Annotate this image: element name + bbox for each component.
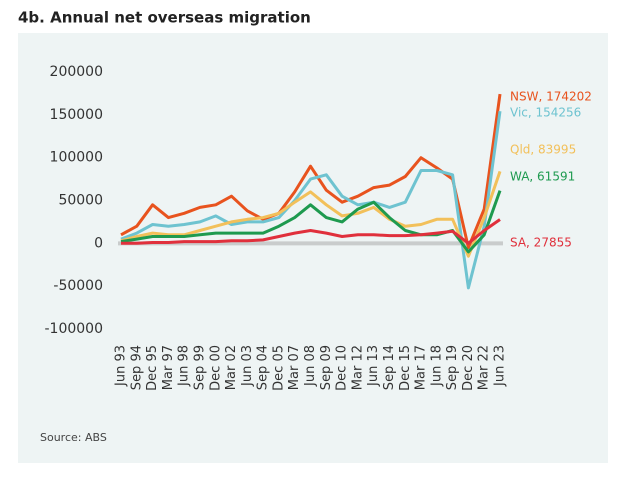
x-tick-label: Dec 15 xyxy=(398,345,413,391)
source: Source: ABS xyxy=(40,431,107,444)
x-tick-label: Dec 05 xyxy=(271,345,286,391)
x-tick-label: Jun 08 xyxy=(303,345,318,387)
x-tick-label: Mar 07 xyxy=(287,345,302,390)
x-tick-label: Mar 22 xyxy=(477,345,492,390)
x-tick-label: Sep 04 xyxy=(256,345,271,390)
series-label: Vic, 154256 xyxy=(510,106,581,120)
x-tick-label: Jun 18 xyxy=(429,345,444,387)
y-tick-label: 50000 xyxy=(58,193,103,209)
series-line xyxy=(120,93,502,250)
x-tick-label: Sep 14 xyxy=(382,345,397,390)
x-tick-label: Sep 99 xyxy=(192,345,207,390)
y-tick-label: 200000 xyxy=(50,64,103,80)
x-tick-label: Jun 98 xyxy=(177,345,192,387)
series-line xyxy=(120,110,502,290)
series-label: Qld, 83995 xyxy=(510,143,576,157)
x-tick-label: Jun 13 xyxy=(366,345,381,387)
x-tick-label: Sep 19 xyxy=(445,345,460,390)
x-tick-label: Mar 17 xyxy=(414,345,429,390)
series-label: SA, 27855 xyxy=(510,236,572,250)
series-label: NSW, 174202 xyxy=(510,90,592,104)
x-tick-label: Dec 95 xyxy=(145,345,160,391)
y-tick-label: 150000 xyxy=(50,107,103,123)
x-tick-label: Mar 02 xyxy=(224,345,239,390)
y-tick-label: 100000 xyxy=(50,150,103,166)
x-tick-label: Dec 20 xyxy=(461,345,476,391)
x-tick-label: Jun 03 xyxy=(240,345,255,387)
x-tick-label: Dec 10 xyxy=(335,345,350,391)
chart-title: 4b. Annual net overseas migration xyxy=(18,9,311,27)
series-line xyxy=(120,190,502,254)
x-tick-label: Dec 00 xyxy=(208,345,223,391)
series-line xyxy=(120,170,502,258)
x-tick-label: Mar 12 xyxy=(350,345,365,390)
x-tick-label: Mar 97 xyxy=(161,345,176,390)
panel xyxy=(18,33,608,463)
y-tick-label: 0 xyxy=(94,235,103,251)
x-tick-label: Jun 93 xyxy=(114,345,129,387)
series-label: WA, 61591 xyxy=(510,170,575,184)
x-tick-label: Sep 94 xyxy=(129,345,144,390)
y-tick-label: -50000 xyxy=(53,278,103,294)
series-line xyxy=(121,218,501,245)
x-tick-label: Jun 23 xyxy=(493,345,508,387)
y-tick-label: -100000 xyxy=(45,321,104,337)
x-tick-label: Sep 09 xyxy=(319,345,334,390)
